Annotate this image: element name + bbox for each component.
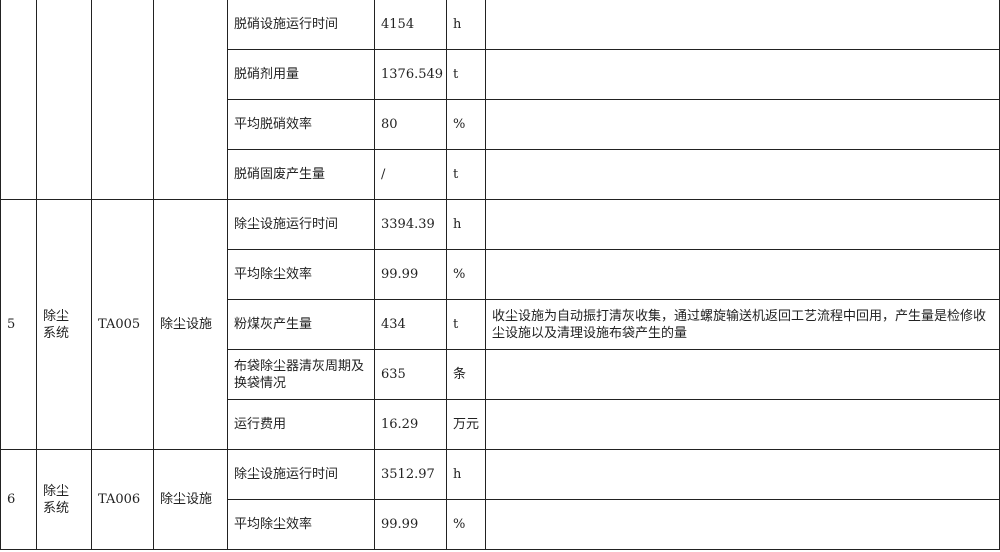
item-cell: 平均除尘效率: [227, 249, 375, 300]
note-cell: [485, 149, 1000, 200]
unit-cell: 条: [446, 349, 486, 400]
note-cell: [485, 399, 1000, 450]
item-cell: 运行费用: [227, 399, 375, 450]
value-cell: 635: [374, 349, 447, 400]
code-cell: [91, 0, 154, 200]
table-row: 布袋除尘器清灰周期及换袋情况 635 条: [1, 349, 1000, 400]
value-cell: 4154: [374, 0, 447, 50]
unit-cell: h: [446, 199, 486, 250]
table-row: 平均除尘效率 99.99 %: [1, 499, 1000, 550]
no-cell: [0, 0, 37, 200]
value-cell: 3512.97: [374, 449, 447, 500]
table-row: 平均脱硝效率 80 %: [1, 99, 1000, 150]
item-cell: 粉煤灰产生量: [227, 299, 375, 350]
unit-cell: t: [446, 49, 486, 100]
value-cell: 1376.549: [374, 49, 447, 100]
table-row: 5 除尘系统 TA005 除尘设施 除尘设施运行时间 3394.39 h: [0, 199, 1000, 450]
no-cell: 6: [0, 449, 37, 550]
item-cell: 脱硝剂用量: [227, 49, 375, 100]
table-row: 平均除尘效率 99.99 %: [1, 249, 1000, 300]
facility-cell: 除尘设施: [153, 449, 228, 550]
item-cell: 除尘设施运行时间: [227, 199, 375, 250]
code-cell: TA005: [91, 199, 154, 450]
system-cell: 除尘系统: [36, 449, 92, 550]
table-row: 运行费用 16.29 万元: [1, 399, 1000, 450]
facility-cell: [153, 0, 228, 200]
value-cell: 3394.39: [374, 199, 447, 250]
note-cell: [485, 0, 1000, 50]
item-cell: 平均除尘效率: [227, 499, 375, 550]
item-cell: 除尘设施运行时间: [227, 449, 375, 500]
note-cell: [485, 499, 1000, 550]
unit-cell: 万元: [446, 399, 486, 450]
note-cell: [485, 249, 1000, 300]
value-cell: 16.29: [374, 399, 447, 450]
table-row: 6 除尘系统 TA006 除尘设施 除尘设施运行时间 3512.97 h: [0, 449, 1000, 550]
unit-cell: %: [446, 499, 486, 550]
unit-cell: t: [446, 299, 486, 350]
system-cell: [36, 0, 92, 200]
value-cell: 80: [374, 99, 447, 150]
value-cell: /: [374, 149, 447, 200]
no-cell: 5: [0, 199, 37, 450]
note-cell: [485, 349, 1000, 400]
system-text: 除尘系统: [43, 308, 70, 341]
item-cell: 脱硝固废产生量: [227, 149, 375, 200]
item-cell: 平均脱硝效率: [227, 99, 375, 150]
facility-cell: 除尘设施: [153, 199, 228, 450]
note-cell: [485, 199, 1000, 250]
note-cell: [485, 49, 1000, 100]
table-row: 脱硝设施运行时间 4154 h: [0, 0, 1000, 200]
value-cell: 99.99: [374, 249, 447, 300]
value-cell: 99.99: [374, 499, 447, 550]
system-text: 除尘系统: [43, 483, 70, 516]
table-row: 粉煤灰产生量 434 t 收尘设施为自动振打清灰收集，通过螺旋输送机返回工艺流程…: [1, 299, 1000, 350]
unit-cell: t: [446, 149, 486, 200]
note-cell: [485, 99, 1000, 150]
code-cell: TA006: [91, 449, 154, 550]
item-cell: 布袋除尘器清灰周期及换袋情况: [227, 349, 375, 400]
unit-cell: %: [446, 249, 486, 300]
unit-cell: %: [446, 99, 486, 150]
value-cell: 434: [374, 299, 447, 350]
system-cell: 除尘系统: [36, 199, 92, 450]
unit-cell: h: [446, 0, 486, 50]
note-cell: 收尘设施为自动振打清灰收集，通过螺旋输送机返回工艺流程中回用，产生量是检修收尘设…: [485, 299, 1000, 350]
item-cell: 脱硝设施运行时间: [227, 0, 375, 50]
note-cell: [485, 449, 1000, 500]
table-row: 脱硝固废产生量 / t: [1, 149, 1000, 200]
unit-cell: h: [446, 449, 486, 500]
